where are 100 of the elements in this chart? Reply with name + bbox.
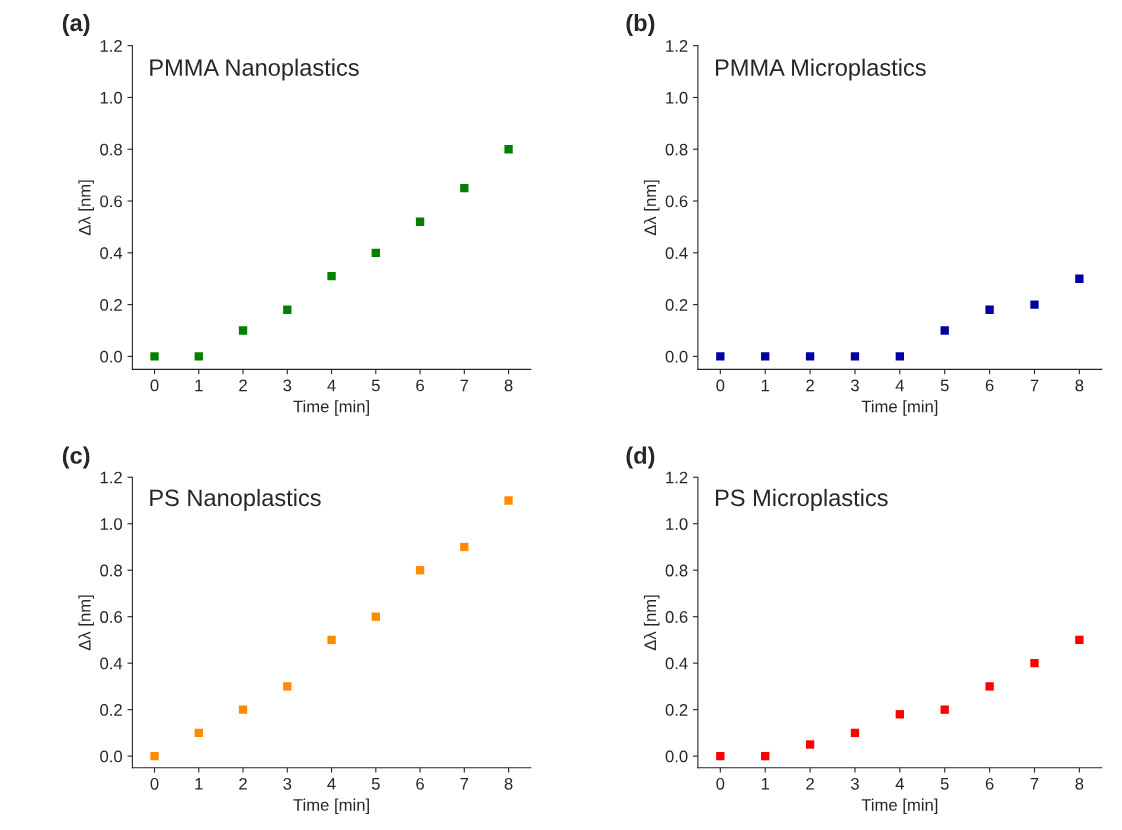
x-tick-label: 1 [761, 379, 770, 392]
x-tick-label: 5 [940, 778, 949, 790]
x-tick-label: 1 [761, 778, 770, 790]
point [327, 271, 336, 281]
x-tick-label: 2 [239, 777, 247, 790]
point [194, 352, 203, 361]
x-tick-label: 0 [716, 379, 725, 392]
point [150, 352, 159, 361]
point [716, 751, 725, 761]
y-tick-label: 0.6 [100, 195, 122, 208]
point [504, 496, 513, 505]
point [504, 145, 513, 154]
y-tick-label: 0.0 [100, 750, 123, 763]
point [371, 612, 380, 621]
y-tick-label: 1.2 [100, 40, 122, 52]
x-tick-label: 3 [283, 379, 292, 392]
point [283, 682, 292, 691]
x-tick-label: 3 [850, 777, 859, 790]
y-tick-label: 1.2 [100, 471, 122, 484]
y-tick-label: 1.0 [666, 91, 688, 104]
x-tick-label: 6 [985, 777, 994, 790]
text: (a) [62, 13, 90, 36]
text: PMMA Nanoplastics [150, 58, 359, 81]
y-tick-label: 0.4 [100, 247, 123, 260]
x-tick-label: 0 [716, 777, 725, 790]
y-tick-label: 0.2 [665, 704, 688, 716]
point [238, 705, 248, 714]
x-tick-label: 7 [1030, 778, 1039, 790]
point [283, 305, 292, 314]
point [761, 352, 770, 361]
x-tick-label: 5 [940, 379, 949, 392]
x-tick-label: 8 [1075, 379, 1084, 392]
text: (d) [626, 446, 655, 469]
point [985, 305, 994, 314]
y-tick-label: 1.2 [666, 471, 688, 484]
text: (b) [626, 13, 655, 36]
point [415, 566, 425, 575]
y-tick-label: 0.4 [665, 247, 688, 260]
point [194, 728, 203, 738]
y-tick-label: 0.0 [100, 350, 123, 363]
y-tick-label: 0.0 [665, 350, 688, 363]
y-tick-label: 0.2 [100, 299, 122, 311]
x-axis-title: Time [min] [293, 400, 369, 416]
y-tick-label: 1.2 [666, 40, 688, 52]
point [805, 352, 815, 361]
x-tick-label: 2 [806, 777, 814, 790]
x-tick-label: 8 [504, 777, 513, 790]
y-tick-label: 0.4 [100, 657, 123, 670]
y-tick-label: 0.6 [100, 611, 122, 623]
point [327, 635, 336, 645]
y-tick-label: 0.2 [100, 704, 122, 716]
point [1030, 659, 1039, 668]
text: (c) [62, 446, 90, 469]
point [895, 352, 905, 361]
x-tick-label: 2 [806, 379, 814, 392]
x-tick-label: 0 [150, 777, 159, 790]
y-tick-label: 0.8 [100, 564, 122, 577]
x-tick-label: 0 [150, 379, 159, 392]
x-tick-label: 4 [895, 379, 904, 392]
x-tick-label: 8 [1075, 777, 1084, 790]
x-tick-label: 1 [195, 778, 203, 790]
y-axis-title: Δλ [nm] [643, 595, 660, 651]
y-tick-label: 0.8 [100, 143, 122, 156]
x-tick-label: 5 [371, 379, 380, 392]
point [940, 326, 949, 335]
x-tick-label: 7 [1030, 379, 1039, 392]
point [850, 352, 860, 361]
chart-title: PS Microplastics [715, 488, 888, 511]
x-tick-label: 4 [895, 778, 904, 790]
x-tick-label: 7 [460, 379, 469, 392]
y-tick-label: 0.0 [665, 750, 688, 763]
y-axis-title: Δλ [nm] [78, 180, 94, 236]
point [985, 682, 994, 691]
x-tick-label: 7 [460, 778, 469, 790]
x-tick-label: 5 [371, 778, 380, 790]
y-tick-label: 0.2 [665, 299, 688, 311]
y-tick-label: 1.0 [666, 518, 688, 530]
x-tick-label: 4 [327, 379, 336, 392]
point [238, 326, 248, 335]
y-tick-label: 0.4 [665, 657, 688, 670]
x-tick-label: 3 [283, 777, 292, 790]
point [716, 352, 725, 361]
x-tick-label: 3 [850, 379, 859, 392]
point [761, 751, 770, 761]
point [850, 728, 860, 738]
point [150, 751, 159, 761]
point [415, 217, 425, 226]
y-tick-label: 0.8 [665, 143, 688, 156]
point [460, 542, 469, 552]
chart-title: PS Nanoplastics [150, 488, 321, 511]
y-tick-label: 0.8 [665, 564, 688, 577]
y-tick-label: 1.0 [100, 518, 123, 530]
x-tick-label: 4 [327, 778, 336, 790]
x-tick-label: 2 [239, 379, 247, 392]
point [805, 740, 815, 749]
point [1030, 300, 1039, 309]
x-tick-label: 6 [985, 379, 994, 392]
text: PMMA Microplastics [715, 58, 926, 81]
point [1075, 635, 1084, 645]
y-tick-label: 0.6 [665, 611, 688, 623]
